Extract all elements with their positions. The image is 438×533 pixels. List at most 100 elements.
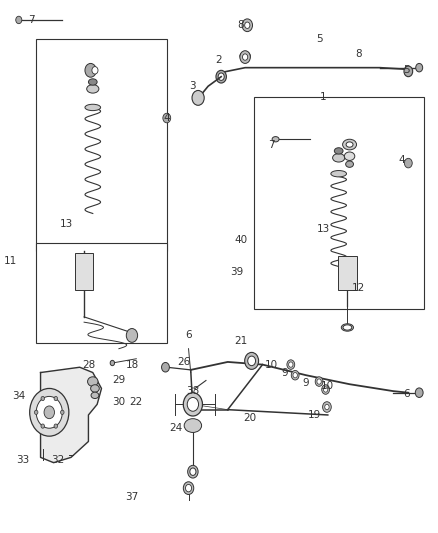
Circle shape (289, 362, 293, 367)
Ellipse shape (343, 139, 357, 150)
Circle shape (323, 387, 328, 392)
Circle shape (192, 91, 204, 106)
Ellipse shape (343, 325, 352, 330)
Text: 37: 37 (125, 492, 138, 502)
Polygon shape (41, 367, 102, 463)
Ellipse shape (334, 148, 343, 154)
Ellipse shape (240, 52, 251, 60)
Circle shape (315, 377, 323, 386)
Circle shape (187, 398, 198, 411)
Ellipse shape (332, 154, 345, 162)
Ellipse shape (85, 104, 101, 111)
Text: 13: 13 (60, 219, 73, 229)
Circle shape (110, 360, 115, 366)
Text: 9: 9 (281, 368, 288, 377)
Text: 28: 28 (82, 360, 95, 369)
Circle shape (60, 410, 64, 415)
Circle shape (16, 16, 22, 23)
Text: 22: 22 (130, 397, 143, 407)
Text: 11: 11 (4, 256, 17, 266)
Circle shape (248, 356, 255, 366)
Circle shape (36, 397, 62, 428)
Text: 18: 18 (125, 360, 138, 369)
Circle shape (54, 424, 57, 428)
Text: 2: 2 (215, 55, 223, 64)
Text: 8: 8 (355, 50, 362, 59)
Circle shape (404, 66, 413, 77)
Text: 30: 30 (112, 397, 125, 407)
Text: 24: 24 (169, 423, 182, 433)
Ellipse shape (331, 171, 346, 177)
Circle shape (242, 19, 253, 31)
Text: 33: 33 (17, 455, 30, 465)
Text: 34: 34 (12, 391, 25, 401)
Circle shape (293, 373, 297, 378)
Ellipse shape (346, 161, 353, 167)
Circle shape (54, 397, 57, 401)
Circle shape (41, 397, 45, 401)
Text: 26: 26 (177, 357, 191, 367)
Text: 1: 1 (320, 92, 327, 102)
Text: 32: 32 (51, 455, 64, 465)
Ellipse shape (272, 136, 279, 142)
Text: 9: 9 (303, 378, 309, 388)
Circle shape (190, 468, 196, 475)
Ellipse shape (184, 419, 201, 432)
Ellipse shape (87, 85, 99, 93)
Text: 8: 8 (237, 20, 244, 30)
Text: 4: 4 (399, 156, 405, 165)
Ellipse shape (88, 377, 98, 386)
FancyBboxPatch shape (36, 243, 167, 343)
Circle shape (30, 389, 69, 436)
Ellipse shape (346, 142, 353, 147)
FancyBboxPatch shape (36, 38, 167, 251)
Bar (338, 256, 357, 290)
Circle shape (245, 22, 250, 28)
Text: 7: 7 (268, 140, 275, 150)
Circle shape (44, 406, 54, 419)
FancyBboxPatch shape (254, 97, 424, 309)
Text: 40: 40 (234, 235, 247, 245)
Text: 29: 29 (112, 375, 126, 385)
Ellipse shape (341, 324, 353, 331)
Ellipse shape (88, 79, 97, 85)
Circle shape (41, 424, 45, 428)
Circle shape (245, 352, 258, 369)
Text: 6: 6 (403, 389, 410, 399)
Text: 4: 4 (163, 113, 170, 123)
Circle shape (35, 410, 38, 415)
Circle shape (187, 465, 198, 478)
Circle shape (287, 360, 295, 369)
Circle shape (404, 158, 412, 168)
Text: 5: 5 (316, 34, 322, 44)
Circle shape (85, 63, 96, 77)
Circle shape (184, 393, 202, 416)
Ellipse shape (344, 152, 355, 160)
Circle shape (216, 70, 226, 83)
Text: 20: 20 (243, 413, 256, 423)
Circle shape (162, 362, 170, 372)
Circle shape (416, 63, 423, 72)
Text: 12: 12 (352, 282, 365, 293)
Text: 21: 21 (234, 336, 247, 346)
Circle shape (92, 67, 98, 74)
Circle shape (240, 51, 251, 63)
Ellipse shape (91, 392, 99, 399)
Text: 7: 7 (28, 15, 35, 25)
Text: 3: 3 (190, 81, 196, 91)
Text: 38: 38 (186, 386, 200, 396)
Circle shape (322, 385, 329, 394)
Circle shape (185, 484, 191, 492)
Text: 5: 5 (403, 66, 410, 75)
Circle shape (415, 388, 423, 398)
Bar (75, 253, 93, 290)
Ellipse shape (91, 385, 99, 392)
Circle shape (163, 114, 171, 123)
Text: 10: 10 (265, 360, 278, 369)
Circle shape (218, 73, 224, 80)
Circle shape (126, 328, 138, 342)
Text: 39: 39 (230, 267, 243, 277)
Circle shape (322, 402, 331, 413)
Circle shape (325, 405, 329, 410)
Circle shape (291, 370, 299, 380)
